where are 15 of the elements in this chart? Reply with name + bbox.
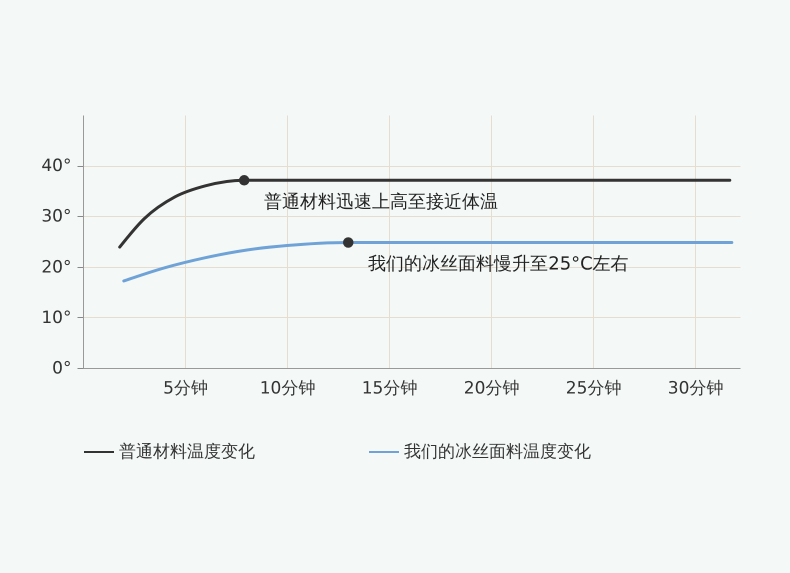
y-tick-label: 20°	[41, 257, 72, 278]
annotation: 普通材料迅速上高至接近体温	[264, 191, 498, 212]
y-tick-label: 0°	[52, 358, 72, 378]
x-tick-label: 20分钟	[464, 378, 520, 398]
y-tick-label: 30°	[41, 206, 72, 227]
y-tick-label: 10°	[41, 308, 72, 328]
x-tick-label: 15分钟	[362, 378, 418, 398]
annotation: 我们的冰丝面料慢升至25°C左右	[368, 254, 629, 275]
x-tick-label: 5分钟	[163, 378, 208, 398]
legend-label: 普通材料温度变化	[119, 442, 255, 462]
legend-label: 我们的冰丝面料温度变化	[404, 442, 591, 462]
x-tick-label: 30分钟	[668, 378, 724, 398]
x-tick-label: 10分钟	[260, 378, 316, 398]
x-tick-label: 25分钟	[566, 378, 622, 398]
y-tick-label: 40°	[41, 156, 72, 176]
